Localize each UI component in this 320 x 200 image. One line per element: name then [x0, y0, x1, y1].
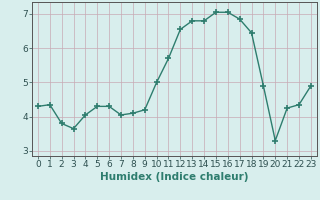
X-axis label: Humidex (Indice chaleur): Humidex (Indice chaleur)	[100, 172, 249, 182]
